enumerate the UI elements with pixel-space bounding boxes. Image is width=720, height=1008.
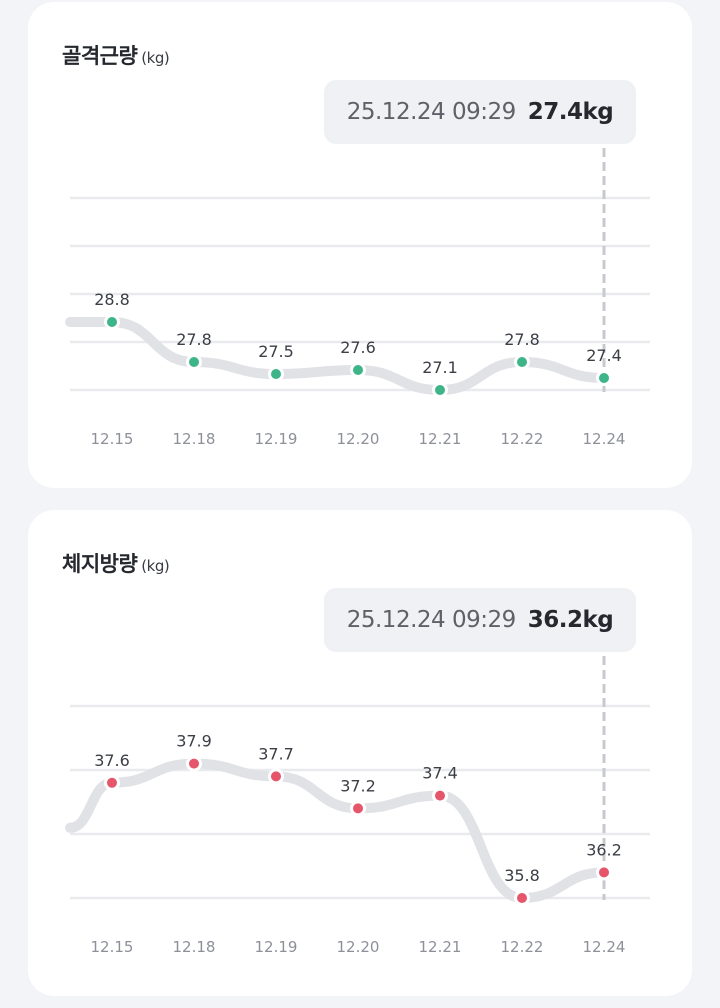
data-label: 27.6 [340, 338, 376, 357]
data-point[interactable] [107, 777, 117, 788]
data-label: 27.1 [422, 358, 458, 377]
data-label: 35.8 [504, 866, 540, 885]
x-tick-label: 12.20 [337, 938, 380, 956]
data-label: 27.8 [504, 330, 540, 349]
data-point[interactable] [189, 758, 199, 769]
x-tick-label: 12.21 [419, 430, 462, 448]
data-label: 37.6 [94, 751, 130, 770]
x-tick-label: 12.15 [91, 430, 134, 448]
tooltip-datetime: 25.12.24 09:29 [346, 99, 517, 125]
x-tick-label: 12.24 [583, 430, 626, 448]
data-label: 27.4 [586, 346, 622, 365]
data-point[interactable] [353, 365, 363, 375]
series-line [65, 758, 609, 903]
x-tick-label: 12.22 [501, 430, 544, 448]
x-tick-label: 12.18 [173, 938, 216, 956]
skeletal-muscle-card: 골격근량 (kg) 25.12.24 09:29 27.4kg 28.8 12.15… [28, 2, 692, 488]
tooltip-datetime: 25.12.24 09:29 [346, 607, 517, 633]
value-tooltip: 25.12.24 09:29 27.4kg [324, 80, 636, 144]
body-fat-line-chart[interactable]: 37.6 12.15 37.9 12.18 37.7 12.19 37.2 12.20 37.4… [28, 510, 692, 996]
data-point[interactable] [599, 373, 609, 383]
data-point[interactable] [353, 803, 363, 814]
chart-title: 골격근량 (kg) [62, 44, 170, 68]
skeletal-muscle-line-chart[interactable]: 28.8 12.15 27.8 12.18 27.5 12.19 27.6 12.20 27.1… [28, 2, 692, 488]
data-point[interactable] [435, 385, 445, 395]
x-tick-label: 12.19 [255, 430, 298, 448]
data-label: 37.9 [176, 732, 212, 751]
data-point[interactable] [517, 893, 527, 903]
data-label: 36.2 [586, 840, 622, 859]
data-label: 37.2 [340, 776, 376, 795]
data-point[interactable] [107, 317, 117, 327]
chart-unit: (kg) [141, 49, 170, 67]
x-tick-label: 12.20 [337, 430, 380, 448]
data-point[interactable] [435, 790, 445, 801]
x-tick-label: 12.15 [91, 938, 134, 956]
chart-unit: (kg) [141, 557, 170, 575]
chart-title: 체지방량 (kg) [62, 552, 170, 576]
data-point[interactable] [599, 867, 609, 878]
data-label: 37.4 [422, 764, 458, 783]
data-label: 37.7 [258, 744, 294, 763]
tooltip-value: 36.2kg [527, 607, 614, 633]
data-label: 27.8 [176, 330, 212, 349]
body-fat-card: 체지방량 (kg) 25.12.24 09:29 36.2kg 37.6 12.15… [28, 510, 692, 996]
x-tick-label: 12.19 [255, 938, 298, 956]
data-label: 27.5 [258, 342, 294, 361]
data-point[interactable] [189, 357, 199, 367]
x-tick-label: 12.24 [583, 938, 626, 956]
data-point[interactable] [271, 369, 281, 379]
data-point[interactable] [271, 771, 281, 782]
value-tooltip: 25.12.24 09:29 36.2kg [324, 588, 636, 652]
data-label: 28.8 [94, 290, 130, 309]
x-tick-label: 12.18 [173, 430, 216, 448]
data-point[interactable] [517, 357, 527, 367]
tooltip-value: 27.4kg [527, 99, 614, 125]
x-tick-label: 12.22 [501, 938, 544, 956]
x-tick-label: 12.21 [419, 938, 462, 956]
